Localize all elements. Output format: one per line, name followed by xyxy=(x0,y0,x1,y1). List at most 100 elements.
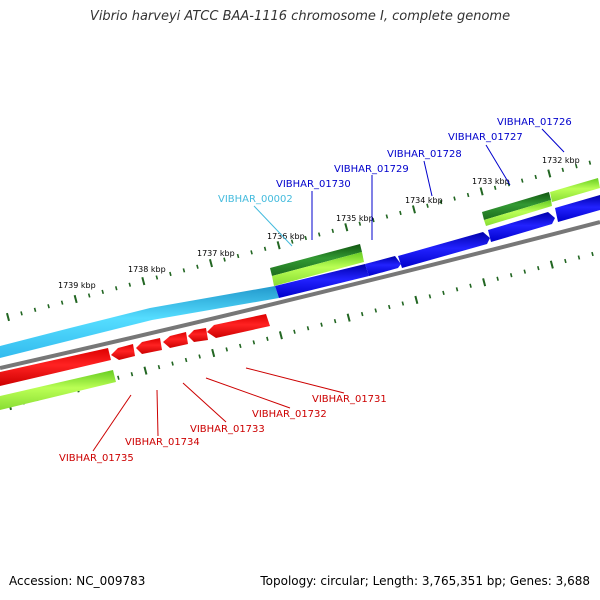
gc-dark-block-right xyxy=(482,192,551,220)
tick-mark xyxy=(276,241,281,250)
topology-summary: Topology: circular; Length: 3,765,351 bp… xyxy=(260,574,590,588)
tick-mark xyxy=(455,287,459,292)
tick-mark xyxy=(537,265,540,271)
tick-mark xyxy=(372,217,375,223)
tick-label: 1737 kbp xyxy=(197,249,235,258)
leader-line xyxy=(92,394,132,452)
tick-mark xyxy=(263,246,267,251)
gc-content-track xyxy=(0,178,600,410)
tick-mark xyxy=(223,257,226,262)
gc-light-block-left xyxy=(0,370,116,410)
cds-reverse-1733a xyxy=(136,338,162,354)
tick-mark xyxy=(360,311,364,317)
accession-label: Accession: NC_009783 xyxy=(9,574,146,588)
forward-gene-labels: VIBHAR_01726 VIBHAR_01727 VIBHAR_01728 V… xyxy=(218,117,572,247)
tick-mark xyxy=(331,228,335,234)
tick-mark xyxy=(493,185,497,190)
gene-label-reverse[interactable]: VIBHAR_01732 xyxy=(252,409,327,420)
map-title: Vibrio harveyi ATCC BAA-1116 chromosome … xyxy=(89,9,511,24)
forward-strand-track xyxy=(0,195,600,358)
tick-mark xyxy=(6,312,10,322)
tick-mark xyxy=(198,354,201,359)
tick-mark xyxy=(211,348,216,358)
gene-label-reverse[interactable]: VIBHAR_01734 xyxy=(125,437,200,448)
cds-reverse-1732 xyxy=(188,328,208,342)
gene-label-forward[interactable]: VIBHAR_01727 xyxy=(448,132,523,143)
gene-label-forward[interactable]: VIBHAR_01726 xyxy=(497,117,572,128)
tick-mark xyxy=(534,174,538,180)
tick-mark xyxy=(453,196,456,201)
tick-mark xyxy=(236,253,240,259)
tick-mark xyxy=(358,221,362,226)
tick-mark xyxy=(290,239,294,244)
gc-dark-block-mid xyxy=(270,244,362,276)
cds-forward-1728 xyxy=(398,232,490,268)
leader-line xyxy=(205,377,291,409)
tick-mark xyxy=(577,255,581,260)
tick-mark xyxy=(333,319,337,324)
reverse-strand-track xyxy=(0,314,270,386)
tick-mark xyxy=(414,295,419,305)
tick-mark xyxy=(320,322,323,327)
tick-mark xyxy=(73,294,78,304)
cds-reverse-1734 xyxy=(111,344,135,360)
tick-mark xyxy=(130,372,134,377)
tick-mark xyxy=(143,366,148,375)
tick-label: 1732 kbp xyxy=(542,156,580,165)
tick-mark xyxy=(128,282,132,287)
tick-mark xyxy=(564,258,567,264)
tick-mark xyxy=(60,300,64,305)
gene-label-forward[interactable]: VIBHAR_01729 xyxy=(334,164,409,175)
tick-mark xyxy=(33,307,37,312)
tick-mark xyxy=(252,340,256,345)
genome-backbone xyxy=(0,220,600,370)
tick-label: 1738 kbp xyxy=(128,265,166,274)
tick-label: 1734 kbp xyxy=(405,196,443,205)
leader-line xyxy=(485,144,511,186)
cds-reverse-1735 xyxy=(0,348,111,386)
tick-label: 1739 kbp xyxy=(58,281,96,290)
tick-mark xyxy=(520,178,524,183)
tick-mark xyxy=(157,364,161,370)
leader-line xyxy=(423,160,433,197)
gene-label-reverse[interactable]: VIBHAR_01731 xyxy=(312,394,387,405)
tick-label: 1733 kbp xyxy=(472,177,510,186)
tick-mark xyxy=(239,343,242,349)
cds-reverse-1731 xyxy=(207,314,270,338)
tick-mark xyxy=(388,304,391,310)
gene-label-forward[interactable]: VIBHAR_01728 xyxy=(387,149,462,160)
leader-line xyxy=(182,382,227,423)
tick-mark xyxy=(442,290,445,295)
reverse-gene-labels: VIBHAR_01731 VIBHAR_01732 VIBHAR_01733 V… xyxy=(59,367,387,464)
tick-mark xyxy=(561,167,565,172)
tick-mark xyxy=(184,357,188,363)
gene-label-reverse[interactable]: VIBHAR_01735 xyxy=(59,453,134,464)
tick-mark xyxy=(591,251,594,257)
tick-mark xyxy=(401,301,405,306)
cds-reverse-1733b xyxy=(163,332,188,348)
tick-mark xyxy=(385,214,389,219)
gene-label-forward[interactable]: VIBHAR_00002 xyxy=(218,194,293,205)
tick-mark xyxy=(549,260,554,269)
tick-mark xyxy=(155,275,159,280)
tick-mark xyxy=(575,164,578,169)
tick-mark xyxy=(266,336,269,341)
tick-mark xyxy=(479,187,484,196)
tick-labels: 1732 kbp 1733 kbp 1734 kbp 1735 kbp 1736… xyxy=(58,156,580,290)
gc-light-block-right xyxy=(484,200,552,226)
cds-forward-1729 xyxy=(365,256,401,276)
gene-label-reverse[interactable]: VIBHAR_01733 xyxy=(190,424,265,435)
tick-mark xyxy=(20,311,23,316)
gene-label-forward[interactable]: VIBHAR_01730 xyxy=(276,179,351,190)
tick-mark xyxy=(588,160,592,165)
tick-mark xyxy=(182,268,186,273)
cds-forward-1727 xyxy=(488,212,555,242)
tick-mark xyxy=(225,347,229,352)
tick-mark xyxy=(523,269,527,274)
leader-line xyxy=(541,128,565,153)
tick-mark xyxy=(482,278,487,287)
leader-line xyxy=(253,205,293,247)
tick-mark xyxy=(317,232,321,237)
tick-mark xyxy=(47,304,50,309)
